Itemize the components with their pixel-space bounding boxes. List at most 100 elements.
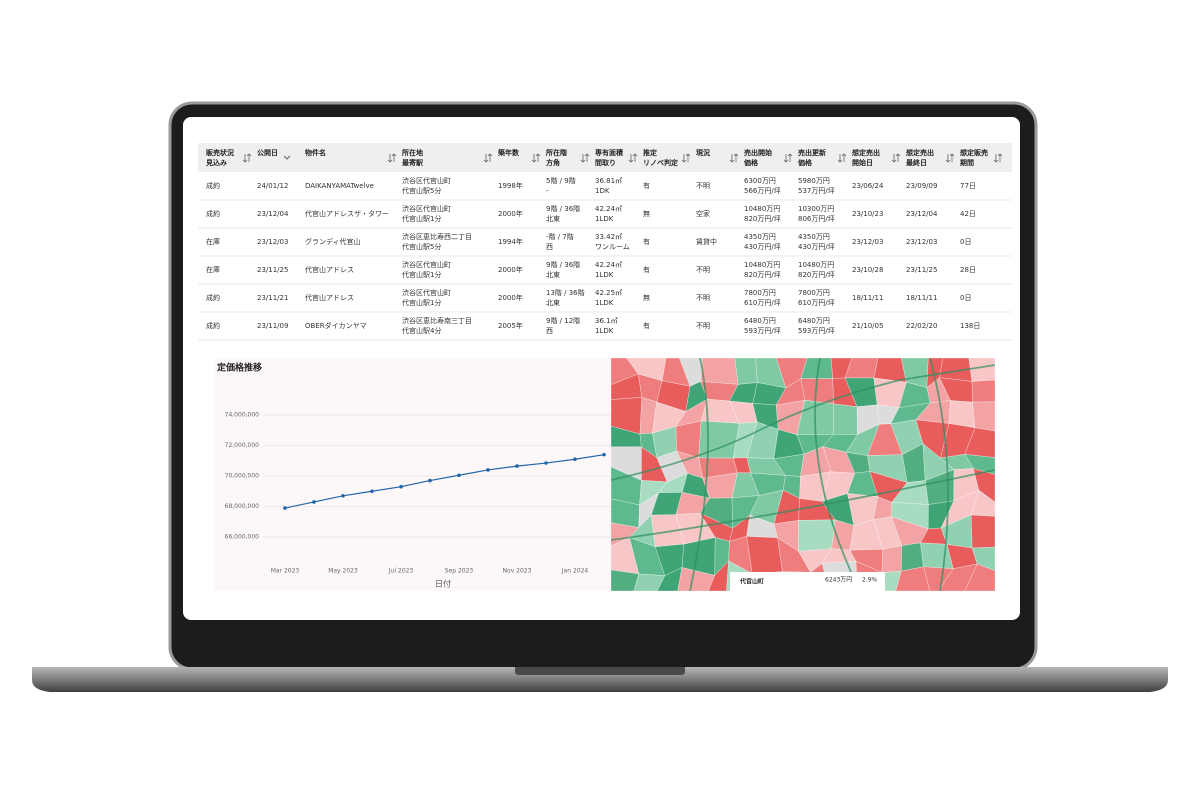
- column-header: 最寄駅: [402, 158, 424, 167]
- x-tick-label: Jan 2024: [561, 568, 589, 575]
- map-block: [700, 358, 739, 385]
- table-cell: 1LDK: [595, 327, 614, 335]
- table-cell: 10480万円: [744, 205, 780, 213]
- column-header: 価格: [797, 158, 813, 167]
- column-header: 所在階: [546, 148, 567, 157]
- line: [284, 454, 605, 509]
- map-block: [656, 567, 683, 591]
- table-cell: 在庫: [206, 237, 220, 246]
- sort-icon: [945, 153, 955, 163]
- map-block: [964, 453, 995, 475]
- table-cell: 渋谷区代官山町: [402, 176, 451, 185]
- table-cell: 566万円/坪: [744, 187, 781, 195]
- column-header: 間取り: [595, 158, 616, 167]
- table-cell: 2000年: [498, 209, 523, 218]
- map-road: [689, 358, 709, 591]
- table-cell: 36.1㎡: [595, 317, 618, 325]
- table-cell: 5階 / 9階: [546, 176, 576, 185]
- table-cell: 820万円/坪: [744, 271, 781, 279]
- chart: 66,000,000 68,000,000 70,000,000 72,000,000…: [225, 412, 611, 575]
- table-cell: 42.24㎡: [595, 205, 622, 213]
- table-cell: 不明: [696, 266, 710, 274]
- table-cell: 23/11/21: [257, 294, 288, 302]
- table-cell: 6300万円: [744, 177, 776, 185]
- x-tick-label: Mar 2023: [271, 568, 300, 575]
- table-cell: 成約: [206, 321, 220, 330]
- sort-icon: [628, 153, 638, 163]
- table-cell: 有: [643, 265, 650, 274]
- table-cell: 7800万円: [798, 289, 830, 297]
- table-cell: 渋谷区代官山町: [402, 260, 451, 269]
- table-cell: 21/10/05: [852, 322, 883, 330]
- table-cell: 代官山アドレス: [305, 265, 354, 274]
- table-cell: 23/11/25: [257, 266, 288, 274]
- sort-icon: [837, 153, 847, 163]
- table-cell: 1994年: [498, 237, 523, 246]
- map-block: [611, 569, 640, 591]
- map-area: 代官山町: [739, 578, 764, 586]
- sort-icon: [483, 153, 493, 163]
- point: [428, 478, 432, 483]
- table-cell: 代官山駅5分: [402, 186, 441, 195]
- sort-icon: [783, 153, 793, 163]
- map-block: [971, 379, 995, 403]
- table-cell: 23/12/04: [257, 210, 289, 218]
- table-cell: 9階 / 36階: [546, 260, 580, 269]
- column-header: 最終日: [906, 158, 927, 167]
- sort-icon: [387, 153, 397, 163]
- table-cell: 2000年: [498, 293, 523, 302]
- table-cell: 有: [643, 237, 650, 246]
- map-block: [972, 401, 995, 432]
- table-cell: 代官山駅1分: [402, 270, 441, 279]
- table-cell: 西: [546, 327, 553, 335]
- table-cell: 2000年: [498, 265, 523, 274]
- table-cell: 18/11/11: [906, 294, 937, 302]
- x-tick-label: Jul 2023: [388, 568, 414, 575]
- table-cell: ワンルーム: [595, 243, 630, 251]
- table-cell: 23/12/04: [906, 210, 938, 218]
- table-cell: 9階 / 36階: [546, 204, 580, 213]
- point: [283, 506, 287, 510]
- table-cell: 1998年: [498, 181, 523, 190]
- point: [544, 461, 548, 465]
- sort-icon: [681, 153, 691, 163]
- table-cell: 4350万円: [744, 233, 776, 241]
- table-header: [198, 143, 1012, 172]
- table-cell: 代官山駅1分: [402, 214, 441, 223]
- table-cell: 不明: [696, 294, 710, 302]
- map-block: [968, 358, 995, 382]
- y-tick-label: 68,000,000: [225, 503, 260, 510]
- table-cell: 36.81㎡: [595, 177, 622, 185]
- table-cell: 806万円/坪: [798, 215, 835, 223]
- map-block: [964, 563, 995, 591]
- column-header: 価格: [743, 158, 759, 167]
- table-cell: 138日: [960, 322, 980, 330]
- table-cell: 空家: [696, 209, 710, 218]
- table-cell: 西: [546, 243, 553, 251]
- table-cell: 820万円/坪: [744, 215, 781, 223]
- sort-icon: [531, 153, 541, 163]
- column-header: 所在地: [402, 148, 423, 157]
- table-cell: 1DK: [595, 187, 610, 195]
- map-block: [971, 546, 995, 572]
- map-road: [929, 358, 949, 591]
- map-block: [901, 542, 924, 572]
- column-header: 見込み: [205, 158, 227, 167]
- table-cell: 渋谷区恵比寿西二丁目: [402, 232, 472, 241]
- table-cell: 23/10/23: [852, 210, 883, 218]
- table-cell: 6480万円: [744, 317, 776, 325]
- map-block: [881, 545, 902, 573]
- map-road: [611, 469, 995, 541]
- column-header: 築年数: [497, 148, 520, 157]
- map-block: [734, 358, 758, 385]
- table-cell: 9階 / 12階: [546, 316, 580, 325]
- x-tick-label: Sep 2023: [445, 568, 474, 575]
- map-block: [708, 560, 729, 591]
- map-block: [633, 573, 666, 591]
- table-cell: 代官山駅1分: [402, 298, 441, 307]
- column-header: 販売状況: [206, 148, 234, 157]
- table-cell: 10480万円: [744, 261, 780, 269]
- table-cell: 代官山駅5分: [402, 242, 441, 251]
- table-cell: 77日: [960, 182, 976, 190]
- table-cell: 渋谷区代官山町: [402, 288, 451, 297]
